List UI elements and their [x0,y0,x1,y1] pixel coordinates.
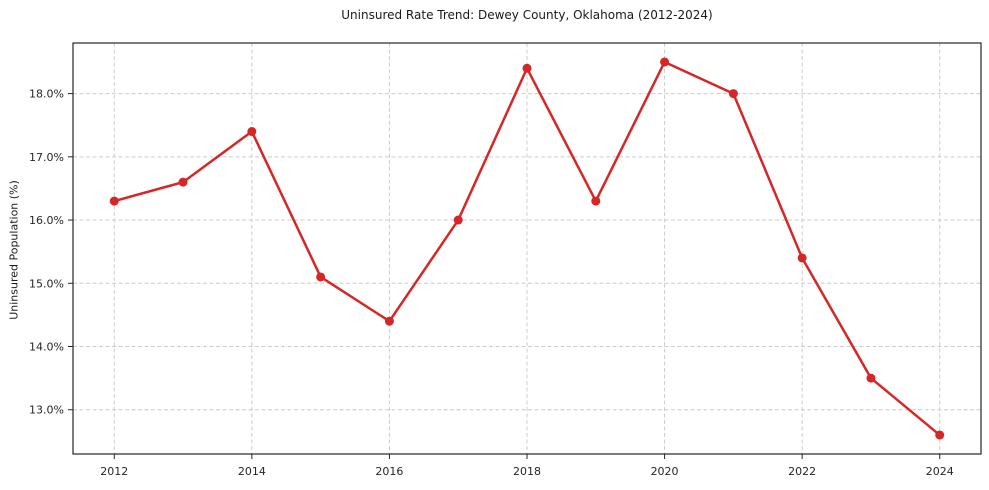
y-tick-label: 18.0% [29,88,64,101]
data-point [453,215,463,225]
x-tick-label: 2016 [375,465,403,478]
chart-title: Uninsured Rate Trend: Dewey County, Okla… [341,8,713,22]
data-point [728,89,738,99]
x-tick-label: 2014 [238,465,266,478]
data-point [660,57,670,67]
data-point [866,373,876,383]
x-tick-label: 2022 [788,465,816,478]
data-point [384,316,394,326]
data-point [316,272,326,282]
y-tick-label: 17.0% [29,151,64,164]
data-point [109,196,119,206]
data-point [247,127,257,137]
data-point [935,430,945,440]
x-tick-label: 2020 [651,465,679,478]
y-tick-label: 15.0% [29,277,64,290]
x-tick-label: 2024 [926,465,954,478]
x-tick-label: 2012 [100,465,128,478]
data-point [591,196,601,206]
data-point [797,253,807,263]
y-tick-label: 16.0% [29,214,64,227]
y-tick-label: 14.0% [29,341,64,354]
y-tick-label: 13.0% [29,404,64,417]
data-point [178,177,188,187]
data-point [522,63,532,73]
x-tick-label: 2018 [513,465,541,478]
